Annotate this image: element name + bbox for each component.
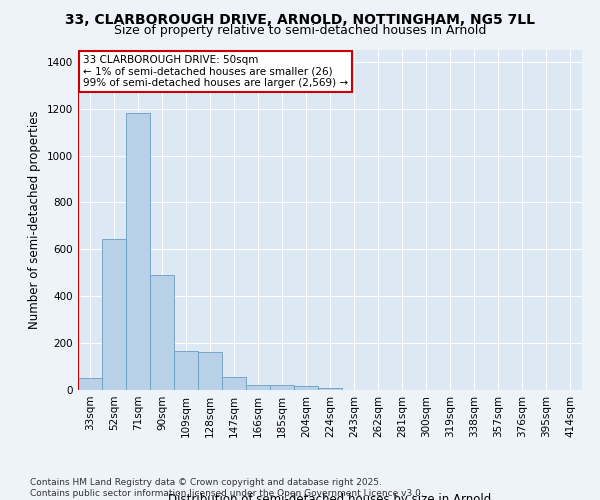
Bar [102,239,126,390]
Bar [270,386,294,390]
Text: Contains HM Land Registry data © Crown copyright and database right 2025.
Contai: Contains HM Land Registry data © Crown c… [30,478,424,498]
Y-axis label: Number of semi-detached properties: Number of semi-detached properties [28,110,41,330]
Bar [246,386,270,390]
Bar [78,378,102,390]
Bar [126,114,150,390]
Bar [150,275,174,390]
X-axis label: Distribution of semi-detached houses by size in Arnold: Distribution of semi-detached houses by … [169,492,491,500]
Bar [222,377,246,390]
Bar [174,352,198,390]
Bar [294,386,318,390]
Text: 33 CLARBOROUGH DRIVE: 50sqm
← 1% of semi-detached houses are smaller (26)
99% of: 33 CLARBOROUGH DRIVE: 50sqm ← 1% of semi… [83,55,348,88]
Bar [318,388,342,390]
Bar [198,352,222,390]
Text: Size of property relative to semi-detached houses in Arnold: Size of property relative to semi-detach… [114,24,486,37]
Text: 33, CLARBOROUGH DRIVE, ARNOLD, NOTTINGHAM, NG5 7LL: 33, CLARBOROUGH DRIVE, ARNOLD, NOTTINGHA… [65,12,535,26]
